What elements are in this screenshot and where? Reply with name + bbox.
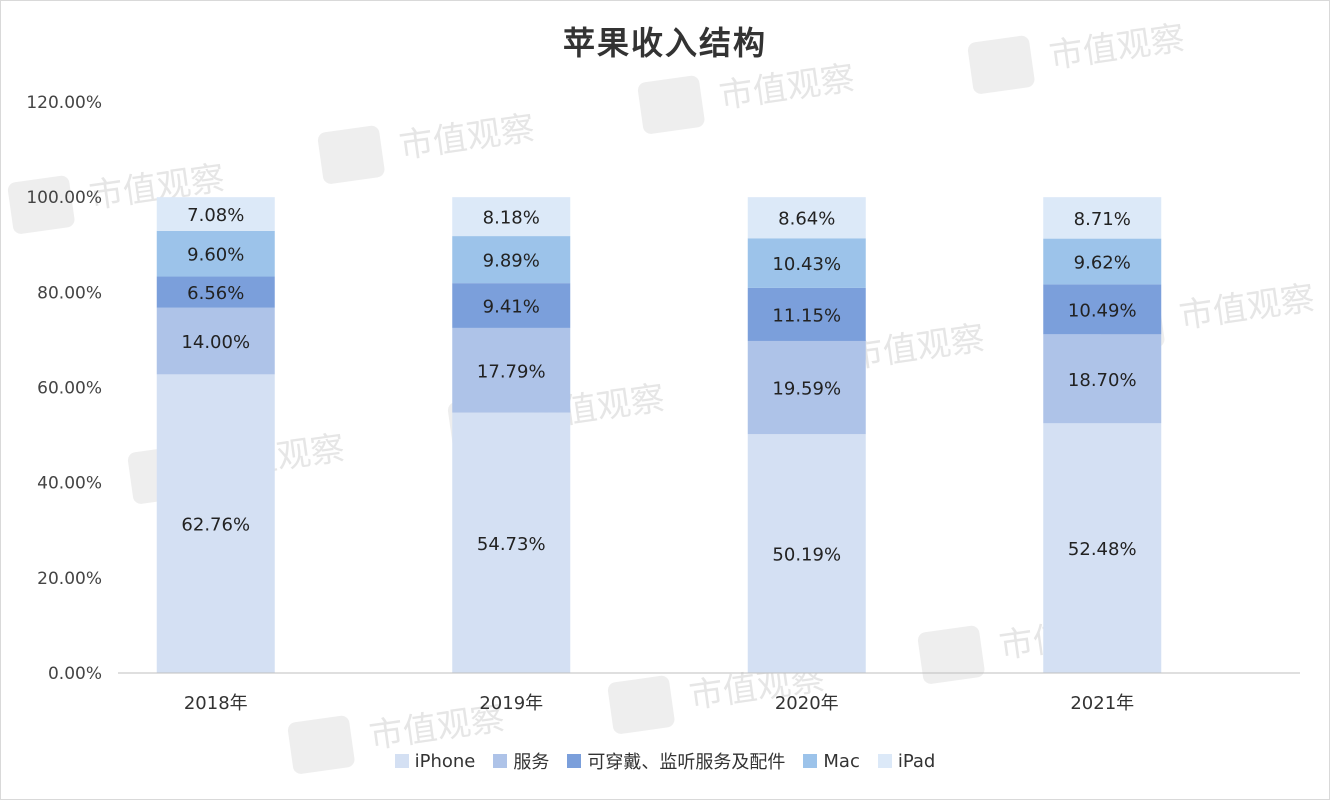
legend: iPhone 服务 可穿戴、监听服务及配件 Mac iPad <box>0 748 1330 774</box>
bar-segment <box>452 412 571 673</box>
watermark-text: 市值观察 <box>847 318 987 377</box>
data-label: 8.71% <box>1074 209 1131 230</box>
data-label: 62.76% <box>181 515 250 536</box>
data-label: 52.48% <box>1068 539 1137 560</box>
bar-segment <box>747 434 866 673</box>
watermark-logo-icon <box>917 625 985 684</box>
legend-swatch <box>877 754 892 768</box>
bar-segment <box>1043 334 1162 424</box>
legend-label: 服务 <box>513 752 550 773</box>
watermark: 市值观察 <box>287 698 507 774</box>
y-tick-label: 20.00% <box>37 569 102 589</box>
watermark: 市值观察 <box>637 58 857 134</box>
data-label: 18.70% <box>1068 370 1137 391</box>
y-tick-label: 100.00% <box>26 188 102 208</box>
bar-segment <box>156 374 275 673</box>
data-label: 8.18% <box>483 208 540 229</box>
legend-item: iPhone <box>394 748 476 774</box>
legend-label: iPad <box>897 750 936 772</box>
bar-segment <box>452 327 571 413</box>
watermark-logo-icon <box>317 125 385 184</box>
legend-label: 可穿戴、监听服务及配件 <box>587 752 786 773</box>
data-label: 50.19% <box>772 545 841 566</box>
data-label: 17.79% <box>477 361 546 382</box>
watermark: 市值观察 <box>317 108 537 184</box>
watermark-logo-icon <box>637 75 705 134</box>
legend-swatch <box>394 754 409 768</box>
watermark-text: 市值观察 <box>717 58 857 117</box>
legend-label: Mac <box>823 750 860 772</box>
data-label: 10.49% <box>1068 300 1137 321</box>
bar-segment <box>156 276 275 308</box>
bar-segment <box>156 230 275 277</box>
legend-item: iPad <box>877 748 936 774</box>
bar-segment <box>156 197 275 231</box>
bar-segment <box>1043 284 1162 335</box>
bar-segment <box>452 283 571 328</box>
legend-swatch <box>803 754 818 768</box>
data-label: 6.56% <box>187 283 244 304</box>
y-tick-label: 40.00% <box>37 474 102 494</box>
x-tick-label: 2019年 <box>479 693 543 714</box>
legend-label: iPhone <box>414 750 476 772</box>
watermark: 市值观察 <box>967 18 1187 94</box>
watermark-logo-icon <box>7 175 75 234</box>
data-label: 10.43% <box>772 254 841 275</box>
bar-segment <box>1043 197 1162 239</box>
bar-layer <box>156 197 1162 673</box>
watermark-text: 市值观察 <box>1177 278 1317 337</box>
data-label: 14.00% <box>181 332 250 353</box>
y-tick-label: 120.00% <box>26 93 102 113</box>
axis-layer: 0.00% 20.00% 40.00% 60.00% 80.00% 100.00% 120.… <box>26 93 1300 714</box>
legend-item: Mac <box>803 748 860 774</box>
legend-swatch <box>493 754 508 768</box>
bar-segment <box>747 287 866 341</box>
y-tick-label: 0.00% <box>48 664 102 684</box>
data-label: 19.59% <box>772 379 841 400</box>
data-label: 54.73% <box>477 534 546 555</box>
data-label: 11.15% <box>772 305 841 326</box>
watermark-text: 市值观察 <box>1047 18 1187 77</box>
watermark-logo-icon <box>287 715 355 774</box>
bar-segment <box>156 307 275 375</box>
legend-item: 可穿戴、监听服务及配件 <box>567 748 785 774</box>
data-label-layer: 62.76% 14.00% 6.56% 9.60% 7.08% 54.73% 17.79% 9… <box>181 205 1136 566</box>
bar-segment <box>747 238 866 288</box>
x-tick-label: 2021年 <box>1070 693 1134 714</box>
x-tick-label: 2018年 <box>184 693 248 714</box>
chart-title: 苹果收入结构 <box>562 24 767 62</box>
y-tick-label: 60.00% <box>37 379 102 399</box>
bar-segment <box>452 197 571 237</box>
x-tick-label: 2020年 <box>775 693 839 714</box>
y-tick-label: 80.00% <box>37 283 102 303</box>
bar-segment <box>452 236 571 284</box>
watermark-logo-icon <box>967 35 1035 94</box>
data-label: 7.08% <box>187 205 244 226</box>
data-label: 8.64% <box>778 209 835 230</box>
bar-segment <box>747 340 866 435</box>
data-label: 9.89% <box>483 251 540 272</box>
watermark-text: 市值观察 <box>397 108 537 167</box>
bar-segment <box>1043 423 1162 673</box>
watermark-logo-icon <box>607 675 675 734</box>
data-label: 9.41% <box>483 297 540 318</box>
data-label: 9.62% <box>1074 252 1131 273</box>
legend-item: 服务 <box>493 748 549 774</box>
data-label: 9.60% <box>187 245 244 266</box>
bar-segment <box>747 197 866 239</box>
legend-swatch <box>567 754 582 768</box>
bar-segment <box>1043 238 1162 285</box>
